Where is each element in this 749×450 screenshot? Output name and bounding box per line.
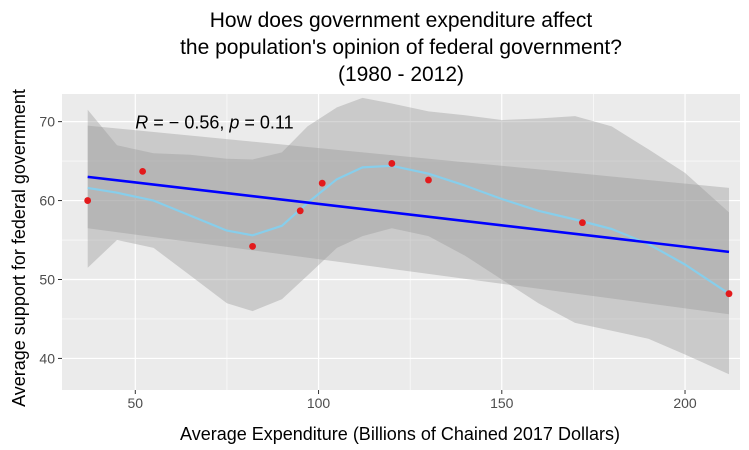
data-point [249,242,256,250]
chart-title-line-3: (1980 - 2012) [338,63,464,86]
p-symbol: p [228,113,239,133]
r-symbol: R [135,113,148,133]
p-value: = 0.11 [239,113,293,133]
smooth-confidence-band [87,97,729,375]
linear-fit-line [87,175,730,254]
x-tick-label: 100 [307,395,331,411]
smooth-fit-line [87,164,730,295]
data-point [318,179,326,187]
data-point [725,290,733,298]
data-point [296,207,304,215]
y-tick-label: 50 [39,271,55,287]
data-point [84,197,92,204]
data-point [425,176,432,184]
chart-title-line-1: How does government expenditure affect [210,9,593,32]
data-point [579,219,586,227]
linear-confidence-band [87,125,729,315]
correlation-annotation: R = − 0.56, p = 0.11 [135,113,293,133]
gridlines [62,94,740,390]
data-point [139,167,147,175]
data-points [84,160,733,298]
y-tick-label: 70 [39,114,55,130]
x-tick-label: 200 [673,395,697,411]
plot-panel [62,94,740,390]
data-point [388,160,396,167]
x-tick-label: 50 [128,395,144,411]
axis-ticks: 50 100 150 200 40 50 60 70 [39,114,696,411]
y-axis-title: Average support for federal government [9,89,29,407]
confidence-bands [87,97,729,375]
chart-title-line-2: the population's opinion of federal gove… [180,36,622,59]
x-tick-label: 150 [490,395,514,411]
fit-lines [87,164,730,295]
x-axis-title: Average Expenditure (Billions of Chained… [180,424,620,444]
y-tick-label: 60 [39,193,55,209]
y-tick-label: 40 [39,350,55,366]
r-value: = − 0.56, [148,113,229,133]
